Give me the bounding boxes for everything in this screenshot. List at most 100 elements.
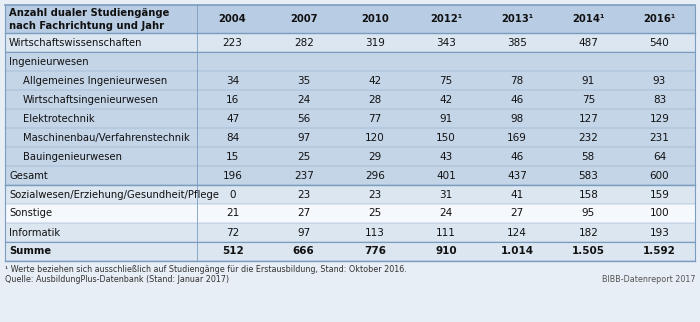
Text: 113: 113 <box>365 228 385 238</box>
Text: 124: 124 <box>508 228 527 238</box>
Bar <box>553 128 624 147</box>
Bar <box>410 52 482 71</box>
Bar <box>268 71 340 90</box>
Bar <box>482 128 553 147</box>
Bar <box>482 185 553 204</box>
Bar <box>482 147 553 166</box>
Text: 0: 0 <box>230 190 236 200</box>
Bar <box>5 90 197 109</box>
Bar <box>268 52 340 71</box>
Bar <box>410 90 482 109</box>
Bar <box>268 109 340 128</box>
Bar <box>268 166 340 185</box>
Text: 77: 77 <box>368 113 382 124</box>
Text: 72: 72 <box>226 228 239 238</box>
Bar <box>410 223 482 242</box>
Text: 666: 666 <box>293 247 314 257</box>
Bar <box>624 204 695 223</box>
Bar <box>553 185 624 204</box>
Text: 150: 150 <box>436 132 456 143</box>
Text: 75: 75 <box>582 94 595 105</box>
Text: Wirtschaftswissenschaften: Wirtschaftswissenschaften <box>9 37 143 48</box>
Text: 24: 24 <box>297 94 310 105</box>
Text: 91: 91 <box>440 113 453 124</box>
Text: 600: 600 <box>650 171 669 181</box>
Text: 237: 237 <box>294 171 314 181</box>
Bar <box>340 90 410 109</box>
Bar <box>197 128 268 147</box>
Bar <box>624 242 695 261</box>
Text: 98: 98 <box>510 113 524 124</box>
Text: 223: 223 <box>223 37 242 48</box>
Text: Sozialwesen/Erziehung/Gesundheit/Pflege: Sozialwesen/Erziehung/Gesundheit/Pflege <box>9 190 219 200</box>
Bar <box>410 166 482 185</box>
Bar <box>624 71 695 90</box>
Bar <box>482 52 553 71</box>
Text: 2016¹: 2016¹ <box>643 14 676 24</box>
Bar <box>268 147 340 166</box>
Text: Anzahl dualer Studiengänge: Anzahl dualer Studiengänge <box>9 7 169 17</box>
Text: 21: 21 <box>226 209 239 219</box>
Text: Sonstige: Sonstige <box>9 209 52 219</box>
Text: Ingenieurwesen: Ingenieurwesen <box>9 56 89 67</box>
Bar <box>197 71 268 90</box>
Text: 97: 97 <box>297 132 310 143</box>
Text: 29: 29 <box>368 151 382 162</box>
Bar <box>553 147 624 166</box>
Bar <box>268 204 340 223</box>
Bar <box>553 204 624 223</box>
Text: Quelle: AusbildungPlus-Datenbank (Stand: Januar 2017): Quelle: AusbildungPlus-Datenbank (Stand:… <box>5 274 229 283</box>
Text: 64: 64 <box>653 151 666 162</box>
Bar <box>197 5 268 33</box>
Text: Elektrotechnik: Elektrotechnik <box>23 113 94 124</box>
Text: 15: 15 <box>226 151 239 162</box>
Text: 193: 193 <box>650 228 669 238</box>
Text: 231: 231 <box>650 132 669 143</box>
Text: 282: 282 <box>294 37 314 48</box>
Text: Informatik: Informatik <box>9 228 60 238</box>
Text: 83: 83 <box>653 94 666 105</box>
Bar <box>5 52 197 71</box>
Bar <box>5 5 197 33</box>
Bar <box>410 242 482 261</box>
Text: 56: 56 <box>297 113 310 124</box>
Text: 127: 127 <box>578 113 598 124</box>
Text: 776: 776 <box>364 247 386 257</box>
Text: 512: 512 <box>222 247 244 257</box>
Bar <box>340 52 410 71</box>
Text: 42: 42 <box>368 75 382 86</box>
Bar <box>268 242 340 261</box>
Bar <box>553 52 624 71</box>
Text: 27: 27 <box>510 209 524 219</box>
Text: 25: 25 <box>368 209 382 219</box>
Bar <box>5 128 197 147</box>
Bar <box>268 185 340 204</box>
Text: 95: 95 <box>582 209 595 219</box>
Text: 1.014: 1.014 <box>500 247 533 257</box>
Text: 2014¹: 2014¹ <box>572 14 605 24</box>
Text: 100: 100 <box>650 209 669 219</box>
Bar <box>482 242 553 261</box>
Bar <box>553 90 624 109</box>
Text: 2012¹: 2012¹ <box>430 14 462 24</box>
Bar <box>5 166 197 185</box>
Text: 2013¹: 2013¹ <box>501 14 533 24</box>
Bar <box>624 33 695 52</box>
Text: 1.505: 1.505 <box>572 247 605 257</box>
Text: Bauingenieurwesen: Bauingenieurwesen <box>23 151 122 162</box>
Bar <box>340 5 410 33</box>
Text: 97: 97 <box>297 228 310 238</box>
Bar <box>482 223 553 242</box>
Text: 43: 43 <box>440 151 453 162</box>
Text: 24: 24 <box>440 209 453 219</box>
Text: 196: 196 <box>223 171 242 181</box>
Bar <box>410 33 482 52</box>
Text: 437: 437 <box>508 171 527 181</box>
Text: 232: 232 <box>578 132 598 143</box>
Text: ¹ Werte beziehen sich ausschließlich auf Studiengänge für die Erstausbildung, St: ¹ Werte beziehen sich ausschließlich auf… <box>5 264 407 273</box>
Bar <box>553 109 624 128</box>
Text: Gesamt: Gesamt <box>9 171 48 181</box>
Bar <box>340 204 410 223</box>
Bar <box>268 128 340 147</box>
Text: 41: 41 <box>510 190 524 200</box>
